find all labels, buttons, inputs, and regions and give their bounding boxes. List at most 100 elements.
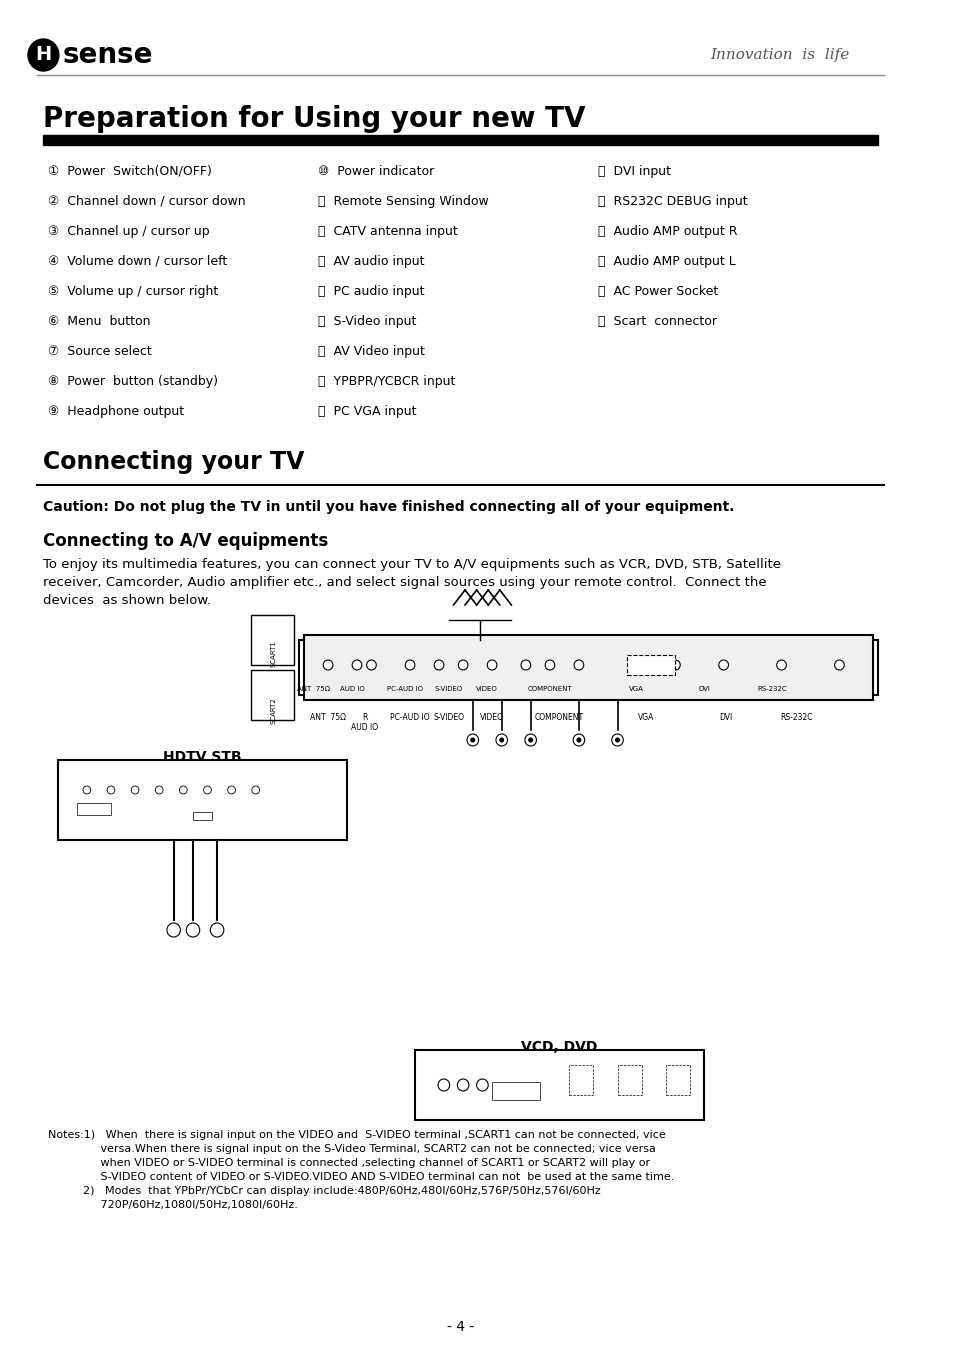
Circle shape bbox=[252, 786, 259, 794]
Circle shape bbox=[573, 735, 584, 745]
Text: ⑯  AV Video input: ⑯ AV Video input bbox=[318, 345, 425, 359]
Text: ⑭  PC audio input: ⑭ PC audio input bbox=[318, 284, 424, 298]
Text: VGA: VGA bbox=[629, 686, 643, 692]
Text: ANT  75Ω: ANT 75Ω bbox=[296, 686, 330, 692]
Text: ③  Channel up / cursor up: ③ Channel up / cursor up bbox=[49, 225, 210, 239]
Circle shape bbox=[718, 661, 728, 670]
Text: ⑰  YPBPR/YCBCR input: ⑰ YPBPR/YCBCR input bbox=[318, 375, 456, 388]
Text: DVI: DVI bbox=[719, 713, 732, 723]
Circle shape bbox=[615, 737, 618, 741]
Circle shape bbox=[83, 786, 91, 794]
Bar bbox=[617, 1065, 641, 1095]
Circle shape bbox=[437, 1078, 449, 1091]
Text: sense: sense bbox=[63, 40, 153, 69]
Circle shape bbox=[228, 786, 235, 794]
Circle shape bbox=[203, 786, 211, 794]
Bar bbox=[626, 655, 675, 675]
Circle shape bbox=[631, 661, 641, 670]
Text: To enjoy its multimedia features, you can connect your TV to A/V equipments such: To enjoy its multimedia features, you ca… bbox=[44, 558, 781, 607]
Text: Preparation for Using your new TV: Preparation for Using your new TV bbox=[44, 105, 585, 133]
Circle shape bbox=[577, 737, 580, 741]
Circle shape bbox=[467, 735, 478, 745]
Circle shape bbox=[167, 923, 180, 937]
Bar bbox=[77, 803, 111, 816]
Circle shape bbox=[611, 735, 622, 745]
Circle shape bbox=[186, 923, 199, 937]
Text: ⑱  PC VGA input: ⑱ PC VGA input bbox=[318, 404, 416, 418]
Text: Connecting your TV: Connecting your TV bbox=[44, 450, 304, 474]
Text: ①  Power  Switch(ON/OFF): ① Power Switch(ON/OFF) bbox=[49, 164, 212, 178]
Circle shape bbox=[28, 39, 59, 71]
Circle shape bbox=[520, 661, 530, 670]
Bar bbox=[665, 1065, 689, 1095]
Text: ⑷  Scart  connector: ⑷ Scart connector bbox=[598, 315, 717, 328]
Text: ⑦  Source select: ⑦ Source select bbox=[49, 345, 152, 359]
Text: SCART2: SCART2 bbox=[270, 697, 275, 724]
Text: DVI: DVI bbox=[698, 686, 710, 692]
Text: - 4 -: - 4 - bbox=[446, 1320, 474, 1335]
Circle shape bbox=[107, 786, 114, 794]
Bar bbox=[415, 1050, 703, 1120]
Bar bbox=[251, 670, 294, 720]
Text: ⑧  Power  button (standby): ⑧ Power button (standby) bbox=[49, 375, 218, 388]
Text: R
AUD IO: R AUD IO bbox=[351, 713, 378, 732]
Bar bbox=[251, 615, 294, 665]
Text: PC-AUD IO: PC-AUD IO bbox=[387, 686, 423, 692]
Text: ⑤  Volume up / cursor right: ⑤ Volume up / cursor right bbox=[49, 284, 218, 298]
Circle shape bbox=[411, 654, 418, 662]
Circle shape bbox=[405, 661, 415, 670]
Text: ⑬  AV audio input: ⑬ AV audio input bbox=[318, 255, 424, 268]
Text: COMPONENT: COMPONENT bbox=[527, 686, 572, 692]
Text: VCD, DVD: VCD, DVD bbox=[521, 1041, 598, 1054]
Bar bbox=[44, 135, 877, 146]
Circle shape bbox=[132, 786, 139, 794]
Text: COMPONENT: COMPONENT bbox=[535, 713, 583, 723]
Text: VIDEO: VIDEO bbox=[476, 686, 497, 692]
Text: ⑩  Power indicator: ⑩ Power indicator bbox=[318, 164, 435, 178]
Text: PC-AUD IO: PC-AUD IO bbox=[390, 713, 430, 723]
Circle shape bbox=[457, 661, 468, 670]
Circle shape bbox=[210, 923, 224, 937]
Text: ⑮  S-Video input: ⑮ S-Video input bbox=[318, 315, 416, 328]
Circle shape bbox=[179, 786, 187, 794]
Bar bbox=[58, 760, 347, 840]
Text: H: H bbox=[35, 46, 51, 65]
Text: RS-232C: RS-232C bbox=[757, 686, 786, 692]
Text: ANT  75Ω: ANT 75Ω bbox=[310, 713, 346, 723]
Text: Caution: Do not plug the TV in until you have finished connecting all of your eq: Caution: Do not plug the TV in until you… bbox=[44, 500, 734, 514]
Text: VIDEO: VIDEO bbox=[479, 713, 503, 723]
Circle shape bbox=[471, 737, 475, 741]
Text: ⑫  CATV antenna input: ⑫ CATV antenna input bbox=[318, 225, 457, 239]
Text: ⑨  Headphone output: ⑨ Headphone output bbox=[49, 404, 184, 418]
Bar bbox=[304, 635, 872, 700]
Text: S-VIDEO: S-VIDEO bbox=[434, 686, 462, 692]
Circle shape bbox=[496, 735, 507, 745]
Text: ⑲  DVI input: ⑲ DVI input bbox=[598, 164, 671, 178]
Text: ⑥  Menu  button: ⑥ Menu button bbox=[49, 315, 151, 328]
Bar bbox=[492, 1082, 539, 1100]
Text: Notes:1)   When  there is signal input on the VIDEO and  S-VIDEO terminal ,SCART: Notes:1) When there is signal input on t… bbox=[49, 1130, 674, 1211]
Text: AUD IO: AUD IO bbox=[339, 686, 364, 692]
Text: ⑴  Audio AMP output R: ⑴ Audio AMP output R bbox=[598, 225, 737, 239]
Text: ④  Volume down / cursor left: ④ Volume down / cursor left bbox=[49, 255, 227, 268]
Text: ⑶  AC Power Socket: ⑶ AC Power Socket bbox=[598, 284, 718, 298]
Circle shape bbox=[155, 786, 163, 794]
Circle shape bbox=[366, 661, 375, 670]
Circle shape bbox=[834, 661, 843, 670]
Circle shape bbox=[776, 661, 785, 670]
Bar bbox=[569, 1065, 593, 1095]
Text: SCART1: SCART1 bbox=[270, 640, 275, 667]
Text: ⑪  Remote Sensing Window: ⑪ Remote Sensing Window bbox=[318, 195, 489, 208]
Circle shape bbox=[574, 661, 583, 670]
Bar bbox=[193, 811, 213, 820]
FancyBboxPatch shape bbox=[299, 640, 877, 696]
Circle shape bbox=[456, 1078, 469, 1091]
Text: S-VIDEO: S-VIDEO bbox=[433, 713, 464, 723]
Text: ⑵  Audio AMP output L: ⑵ Audio AMP output L bbox=[598, 255, 735, 268]
Circle shape bbox=[499, 737, 503, 741]
Circle shape bbox=[496, 654, 503, 662]
Text: ⑳  RS232C DEBUG input: ⑳ RS232C DEBUG input bbox=[598, 195, 747, 208]
Text: RS-232C: RS-232C bbox=[779, 713, 811, 723]
Circle shape bbox=[476, 1078, 488, 1091]
Circle shape bbox=[352, 661, 361, 670]
